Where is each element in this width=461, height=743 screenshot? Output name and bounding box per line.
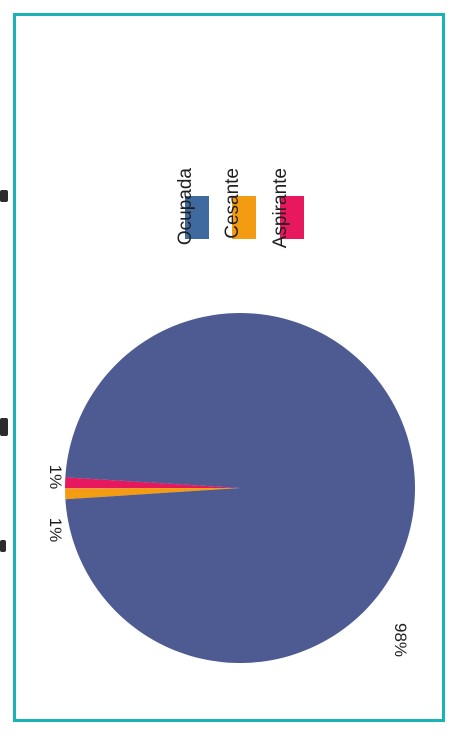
edge-mark-bottom xyxy=(0,540,6,552)
slice-label-ocupada: 98% xyxy=(391,623,410,657)
legend: Ocupada Cesante Aspirante xyxy=(175,168,304,248)
pie-slice-aspirante xyxy=(65,477,240,489)
edge-mark-top xyxy=(0,190,8,202)
legend-label-ocupada: Ocupada xyxy=(175,168,196,246)
pie-slices xyxy=(65,312,415,663)
pie-slice-ocupada xyxy=(65,312,415,663)
edge-mark-middle xyxy=(0,418,8,436)
legend-label-cesante: Cesante xyxy=(222,168,243,239)
legend-label-aspirante: Aspirante xyxy=(270,168,291,248)
slice-label-cesante: 1% xyxy=(46,518,65,543)
legend-swatch-ocupada xyxy=(185,196,209,239)
slice-labels: 98% 1% 1% xyxy=(46,465,410,657)
legend-swatch-cesante xyxy=(232,196,256,239)
slice-label-aspirante: 1% xyxy=(46,465,65,490)
legend-swatch-aspirante xyxy=(280,196,304,239)
pie-slice-cesante xyxy=(65,488,240,500)
